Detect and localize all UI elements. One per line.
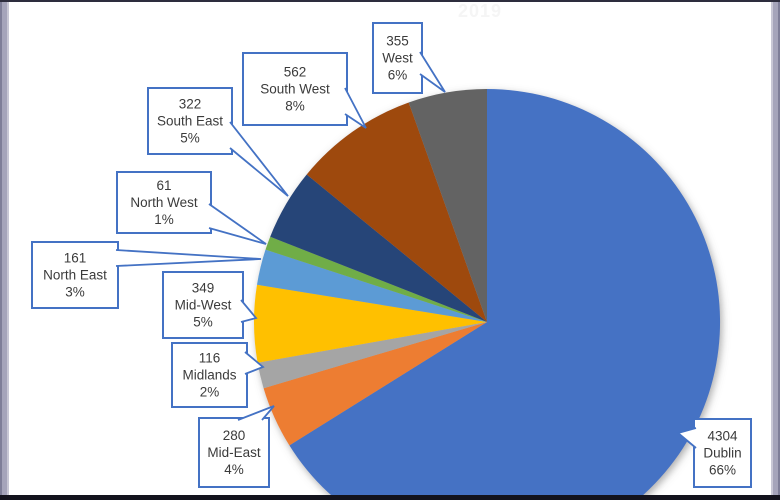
window-border-bottom	[0, 495, 780, 500]
callout-label-north-east: North East	[43, 268, 107, 283]
callout-box-north-west	[116, 171, 212, 234]
callout-box-dublin	[693, 418, 752, 488]
callout-box-south-east	[147, 87, 233, 155]
callout-pointer-west	[419, 51, 446, 93]
callout-north-west: 61 North West 1%	[116, 171, 267, 245]
callout-value-dublin: 4304	[707, 429, 738, 444]
window-border-right	[771, 0, 780, 500]
callout-value-south-west: 562	[284, 65, 307, 80]
callout-value-west: 355	[386, 34, 409, 49]
callout-pointer-midlands	[244, 351, 265, 375]
callout-pointer-north-east	[115, 249, 262, 267]
pie-slice-midlands	[257, 322, 487, 389]
callout-north-east: 161 North East 3%	[31, 241, 262, 309]
callout-box-mid-east	[198, 417, 270, 488]
pie-slice-north-west	[265, 236, 487, 322]
callout-label-south-west: South West	[260, 82, 330, 97]
callout-value-mid-east: 280	[223, 428, 246, 443]
callout-pointer-north-west	[208, 203, 267, 245]
pie-slice-north-east	[257, 249, 487, 322]
callout-label-north-west: North West	[130, 195, 198, 210]
callout-value-north-west: 61	[156, 178, 171, 193]
callout-value-midlands: 116	[199, 351, 221, 366]
callout-label-west: West	[382, 51, 413, 66]
callout-label-south-east: South East	[157, 114, 223, 129]
callout-value-south-east: 322	[179, 97, 202, 112]
pie-slice-west	[408, 88, 487, 322]
callout-mid-west: 349 Mid-West 5%	[162, 271, 258, 339]
callout-label-mid-east: Mid-East	[207, 445, 261, 460]
callout-box-north-east	[31, 241, 119, 309]
callout-pointer-south-west	[344, 87, 367, 129]
callout-box-west	[372, 22, 423, 94]
callout-label-mid-west: Mid-West	[175, 298, 232, 313]
callout-percent-mid-east: 4%	[224, 462, 244, 477]
callout-south-west: 562 South West 8%	[242, 52, 367, 129]
callout-box-midlands	[171, 342, 248, 408]
window-border-left	[0, 0, 9, 500]
pie-slice-mid-west	[253, 284, 487, 363]
pie-slice-mid-east	[263, 322, 487, 446]
callout-percent-north-east: 3%	[65, 285, 85, 300]
pie-slice-south-west	[306, 102, 487, 322]
pie	[253, 88, 721, 500]
callout-dublin: 4304 Dublin 66%	[676, 418, 752, 488]
callout-midlands: 116 Midlands 2%	[171, 342, 265, 408]
callout-percent-midlands: 2%	[200, 385, 220, 400]
pie-slice-south-east	[270, 174, 487, 322]
callout-box-south-west	[242, 52, 348, 126]
callout-percent-west: 6%	[388, 68, 408, 83]
chart-title: 2019	[457, 1, 503, 21]
callout-pointer-mid-west	[240, 299, 258, 323]
callout-label-dublin: Dublin	[703, 446, 741, 461]
callout-label-midlands: Midlands	[182, 368, 236, 383]
callout-percent-south-east: 5%	[180, 131, 200, 146]
callout-south-east: 322 South East 5%	[147, 87, 289, 197]
pie-slice-dublin	[289, 89, 721, 500]
window-border-top	[0, 0, 780, 2]
callout-pointer-south-east	[229, 121, 289, 197]
callout-mid-east: 280 Mid-East 4%	[198, 405, 275, 488]
callout-pointer-dublin	[676, 427, 697, 449]
callout-value-mid-west: 349	[192, 281, 215, 296]
callout-percent-south-west: 8%	[285, 99, 305, 114]
callout-percent-north-west: 1%	[154, 212, 174, 227]
callout-percent-dublin: 66%	[709, 463, 736, 478]
callout-pointer-mid-east	[237, 405, 275, 421]
callout-percent-mid-west: 5%	[193, 315, 213, 330]
callout-value-north-east: 161	[64, 251, 87, 266]
callout-west: 355 West 6%	[372, 22, 446, 94]
